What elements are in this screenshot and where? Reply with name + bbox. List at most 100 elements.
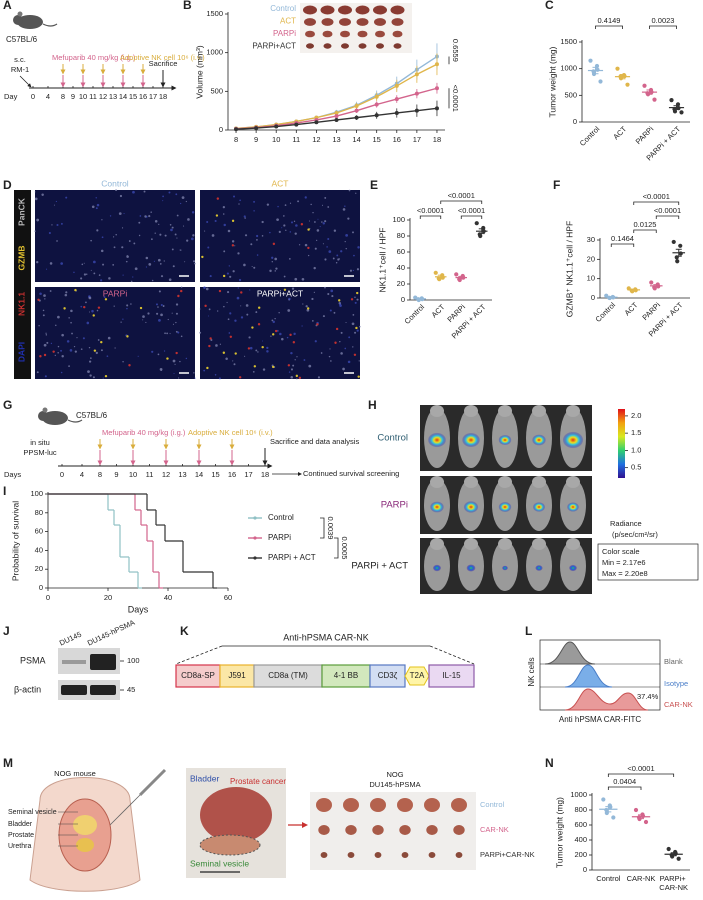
panel-label: N [545, 756, 554, 770]
significance-bracket [595, 25, 623, 29]
mouse-icon [38, 411, 48, 421]
tumor-photo [310, 792, 476, 870]
micrograph-speck [333, 311, 336, 314]
label: DU145 [58, 630, 83, 648]
micrograph-speck [201, 255, 204, 259]
data-point [672, 109, 678, 114]
channel-bar [14, 190, 31, 379]
p-value: <0.0001 [458, 206, 485, 215]
micrograph-speck [142, 315, 145, 318]
micrograph-speck [171, 248, 174, 251]
micrograph-speck [167, 318, 169, 321]
micrograph-speck [338, 258, 340, 260]
micrograph-speck [96, 229, 99, 232]
micrograph-speck [327, 206, 330, 208]
label: NOG [386, 770, 403, 779]
data-point [354, 115, 359, 120]
micrograph-speck [132, 190, 135, 194]
micrograph-speck [168, 278, 172, 282]
micrograph-speck [56, 240, 58, 242]
micrograph-speck [41, 193, 44, 197]
label: PARPi+CAR-NK [480, 850, 535, 859]
micrograph-speck [89, 311, 91, 313]
label: Urethra [8, 843, 31, 850]
day-label: 9 [114, 470, 118, 479]
micrograph-speck [85, 301, 87, 304]
micrograph-speck [294, 232, 297, 235]
data-point [601, 797, 606, 802]
luminescence-signal [532, 434, 546, 446]
label: Seminal vesicle [190, 858, 249, 868]
micrograph-speck [249, 346, 253, 350]
micrograph-speck [102, 263, 105, 266]
x-tick-label: ACT [430, 302, 447, 319]
data-point [374, 102, 379, 107]
x-tick-label: 8 [234, 135, 238, 144]
data-point [673, 851, 678, 856]
micrograph-speck [266, 346, 269, 350]
micrograph-speck [303, 359, 306, 361]
micrograph-speck [209, 275, 212, 278]
tumor-photo-item [424, 798, 440, 812]
micrograph-speck [344, 241, 346, 243]
micrograph-speck [244, 234, 248, 237]
micrograph-speck [185, 200, 187, 203]
micrograph-speck [88, 347, 91, 349]
micrograph-speck [277, 205, 279, 208]
segment-label: T2A [410, 671, 425, 680]
micrograph-speck [313, 221, 316, 223]
micrograph-speck [91, 205, 95, 209]
micrograph-speck [177, 294, 180, 298]
tumor-photo-item [401, 852, 409, 858]
micrograph-speck [252, 370, 255, 373]
organ-diagram [76, 838, 94, 852]
micrograph-speck [256, 239, 258, 241]
micrograph-speck [95, 351, 98, 355]
x-tick-label: 20 [104, 593, 112, 602]
micrograph-speck [298, 244, 301, 246]
micrograph-speck [214, 374, 217, 376]
tumor-photo-item [304, 18, 316, 26]
y-tick-label: 600 [574, 820, 587, 829]
micrograph-speck [283, 215, 285, 217]
colorbar-tick-label: 1.0 [631, 445, 641, 454]
group-label: PARPi+ACT [257, 288, 303, 298]
micrograph-speck [205, 287, 209, 291]
micrograph-speck [90, 357, 92, 359]
micrograph-speck [354, 301, 357, 304]
micrograph-speck [339, 340, 341, 343]
micrograph-speck [186, 239, 189, 242]
tumor-photo-item [376, 43, 384, 49]
micrograph-speck [132, 276, 134, 278]
micrograph-speck [97, 306, 101, 309]
panel-label: C [545, 0, 554, 12]
micrograph-speck [301, 325, 303, 327]
micrograph-speck [356, 329, 359, 332]
micrograph-speck [98, 274, 101, 276]
y-axis-label: Tumor weight (mg) [554, 797, 564, 868]
micrograph-speck [356, 298, 359, 301]
y-tick-label: 40 [397, 263, 405, 272]
label: β-actin [14, 684, 41, 694]
micrograph-speck [154, 220, 158, 223]
label: NOG mouse [54, 769, 96, 778]
micrograph-speck [336, 254, 339, 257]
mouse-head [430, 538, 444, 550]
micrograph-speck [251, 265, 253, 268]
significance-bracket [610, 243, 635, 247]
micrograph-speck [160, 275, 164, 278]
micrograph-speck [159, 263, 162, 265]
micrograph-speck [287, 309, 291, 312]
micrograph-speck [324, 196, 327, 199]
micrograph-speck [257, 351, 259, 353]
micrograph-speck [218, 289, 222, 293]
micrograph-speck [288, 258, 291, 260]
micrograph-speck [93, 260, 96, 264]
micrograph-speck [182, 225, 185, 227]
axis-label: Day [4, 92, 18, 101]
micrograph-speck [314, 340, 317, 343]
group-label: PARPi + ACT [351, 561, 408, 572]
micrograph-speck [190, 237, 194, 241]
micrograph-speck [145, 266, 148, 268]
label: Anti-hPSMA CAR-NK [283, 632, 369, 642]
